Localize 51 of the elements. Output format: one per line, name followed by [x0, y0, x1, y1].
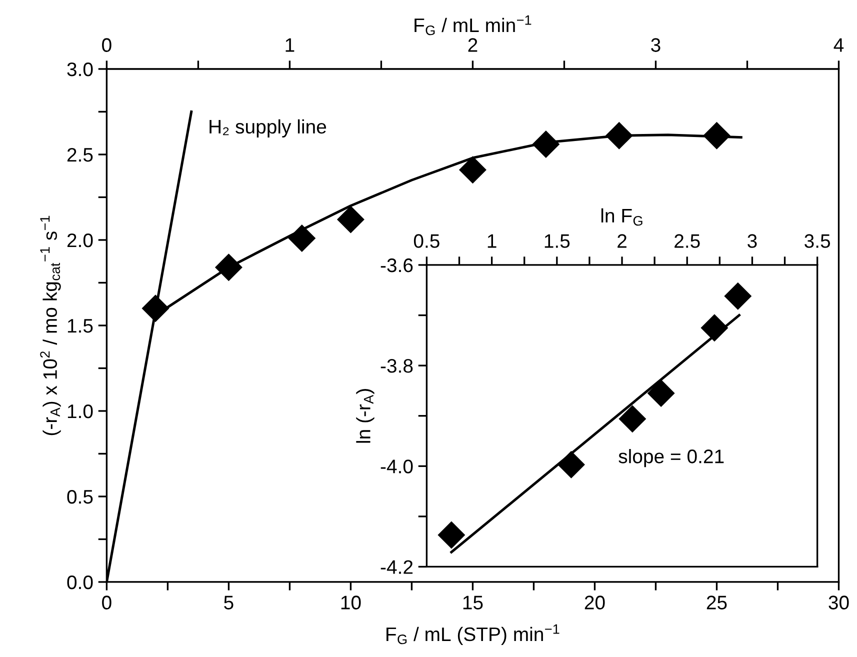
x2-tick-label: 4	[834, 38, 844, 52]
x-tick-label: 2	[618, 234, 626, 248]
x-tick-label: 3	[748, 234, 757, 248]
y-tick-label: 1.5	[68, 319, 93, 333]
point	[558, 451, 585, 478]
point	[215, 254, 242, 281]
x-tick-label: 1	[488, 234, 496, 248]
x-tick-label: 0	[102, 596, 112, 610]
x2-tick-label: 2	[468, 38, 478, 52]
x2-tick-label: 0	[102, 38, 112, 52]
y-tick-label: 2.0	[67, 233, 93, 248]
point	[142, 294, 169, 322]
x2-tick-label: 1	[286, 38, 294, 52]
x-tick-label: 0.5	[414, 234, 440, 248]
y-tick-label: -3.6	[380, 258, 413, 272]
x-tick-label: 15	[463, 596, 483, 610]
point	[532, 130, 560, 158]
x-tick-label: 2.5	[674, 234, 700, 248]
text: (-r$_{A}$) x 10$^{2}$ / mo kg$_{cat}$$^{−1}$ s$^{−1}$	[40, 216, 61, 436]
point	[459, 156, 486, 184]
x-tick-label: 30	[828, 596, 849, 610]
point	[648, 380, 675, 407]
x2-axis-title: F$_{G}$ / mL min$^{−1}$	[414, 15, 532, 36]
y-tick-label: 2.5	[67, 148, 93, 162]
point	[606, 122, 633, 150]
point	[438, 522, 465, 549]
point	[337, 206, 364, 233]
x-tick-label: 25	[706, 596, 727, 610]
point	[700, 314, 728, 342]
point	[724, 282, 752, 310]
x-tick-label: 1.5	[544, 234, 570, 248]
y-tick-label: -4.0	[380, 460, 413, 474]
point	[288, 224, 316, 252]
point	[703, 122, 730, 150]
x-tick-label: 5	[224, 596, 234, 610]
x-tick-label: 3.5	[804, 234, 830, 248]
y-tick-label: 0.0	[67, 575, 93, 590]
y-axis-title: ln (-r$_{A}$)	[356, 389, 374, 443]
x2-tick-label: 3	[651, 38, 660, 52]
x-axis-title: ln F$_{G}$	[601, 208, 642, 226]
point	[618, 405, 646, 432]
y-tick-label: 0.5	[67, 490, 93, 504]
annotation: H₂ supply line	[210, 119, 326, 138]
x-tick-label: 10	[341, 596, 361, 610]
annotation: slope = 0.21	[618, 449, 724, 468]
y-tick-label: 3.0	[67, 62, 93, 76]
y-tick-label: -4.2	[380, 560, 413, 574]
y-tick-label: -3.8	[380, 359, 413, 373]
y-tick-label: 1.0	[68, 404, 93, 418]
x-axis-title: F$_{G}$ / mL (STP) min$^{−1}$	[386, 624, 560, 645]
x-tick-label: 20	[584, 596, 605, 610]
